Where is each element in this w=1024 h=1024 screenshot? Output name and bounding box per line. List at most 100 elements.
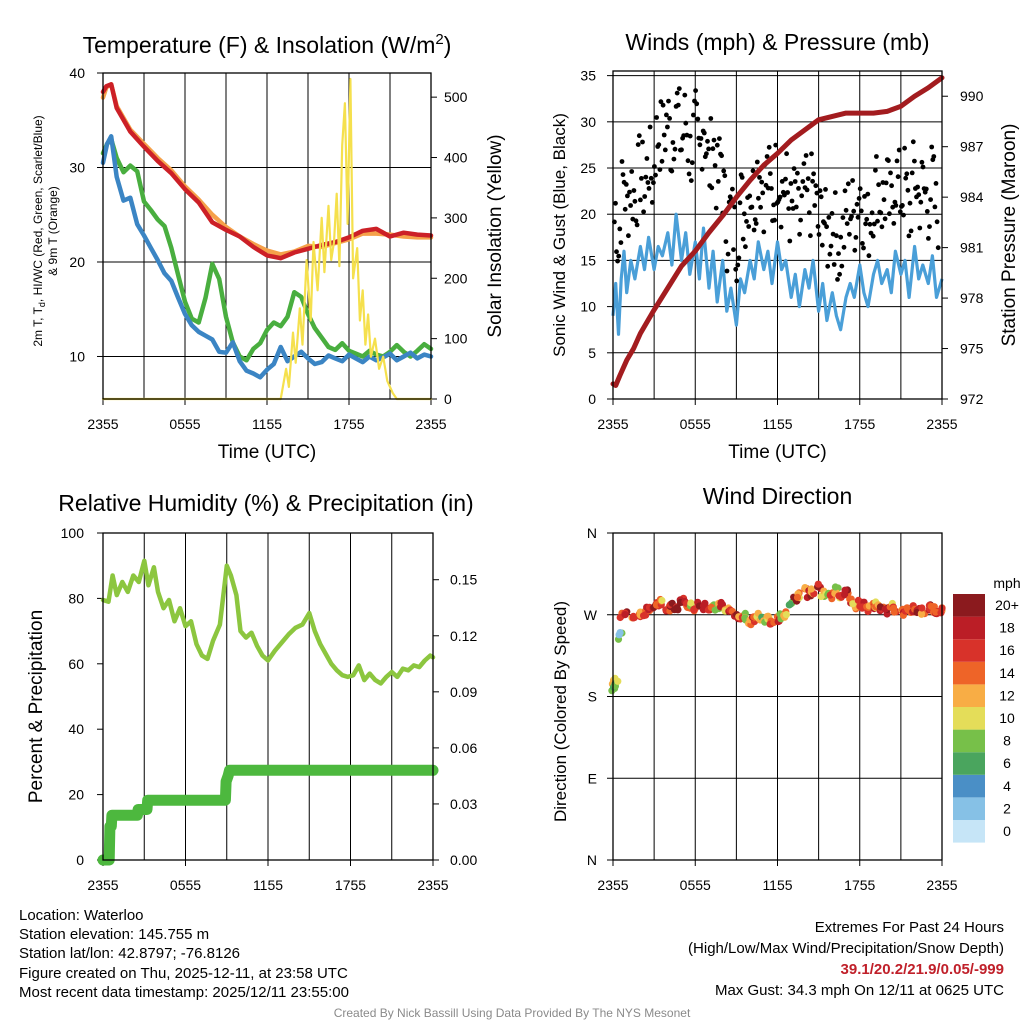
gust-point [756, 195, 761, 201]
gust-point [626, 233, 631, 239]
gust-point [902, 145, 907, 151]
x-axis-label: Time (UTC) [218, 442, 317, 463]
gust-point [842, 188, 848, 194]
gust-point [845, 181, 851, 187]
gust-point [676, 86, 682, 91]
gust-point [867, 221, 873, 227]
y2-tick-label: 984 [960, 189, 984, 205]
gust-point [743, 244, 748, 250]
gust-point [713, 205, 719, 211]
y-axis-label-group: Percent & Precipitation [26, 610, 47, 803]
colorbar-label: 0 [1003, 823, 1011, 839]
gust-point [733, 266, 739, 272]
extremes-box: Extremes For Past 24 Hours (High/Low/Max… [688, 917, 1004, 1001]
gust-point [869, 210, 875, 216]
gust-point [701, 130, 707, 136]
direction-point [793, 593, 802, 602]
y2-axis-label-group: Solar Insolation (Yellow) [485, 134, 506, 337]
x-tick-label: 1755 [333, 416, 364, 432]
gust-point [753, 221, 759, 226]
series-line-solar-insolation [101, 77, 433, 401]
temperature-panel: 2355 0555 1155 1755 235510203040010020030040… [31, 31, 506, 463]
y-axis-label-group: Direction (Colored By Speed) [551, 601, 570, 822]
gust-point [816, 232, 822, 237]
y-tick-label: 25 [580, 160, 596, 176]
gust-point [854, 201, 860, 207]
gust-point [900, 203, 905, 208]
colorbar-swatch [953, 820, 985, 843]
gust-point [747, 193, 753, 199]
gust-point [660, 102, 666, 108]
figure-created: Figure created on Thu, 2025-12-11, at 23… [19, 964, 348, 982]
gust-point [861, 245, 866, 251]
gust-point [840, 215, 846, 221]
gust-point [907, 200, 913, 206]
gust-point [917, 225, 923, 231]
gust-point [662, 147, 668, 153]
y-tick-label: 15 [580, 252, 596, 268]
gust-point [778, 224, 784, 230]
y-tick-label: W [584, 607, 598, 623]
gust-point [652, 164, 657, 169]
gust-point [855, 214, 861, 220]
gust-point [627, 189, 632, 195]
y2-tick-label: 0.09 [450, 684, 477, 700]
gust-point [923, 186, 929, 192]
gust-point [647, 124, 653, 130]
gust-point [823, 187, 828, 192]
x-tick-label: 1755 [844, 416, 875, 432]
gust-point [769, 186, 774, 191]
y2-tick-label: 100 [444, 331, 468, 347]
gust-point [695, 116, 701, 122]
direction-point [918, 604, 926, 612]
plot-border [102, 72, 432, 400]
y-tick-label: 30 [69, 159, 85, 175]
y2-tick-label: 990 [960, 88, 984, 104]
gust-point [932, 204, 938, 210]
gust-point [633, 218, 639, 224]
colorbar-swatch [953, 594, 985, 617]
y-tick-label: 0 [76, 852, 84, 868]
gust-point [632, 198, 638, 204]
gust-point [773, 142, 779, 148]
gust-point [852, 247, 858, 253]
y-tick-label: 100 [61, 525, 85, 541]
gust-point [817, 188, 823, 194]
gust-point [792, 179, 798, 184]
direction-point [854, 596, 863, 605]
direction-point [814, 580, 822, 588]
gust-point [789, 198, 795, 204]
y-tick-label: N [587, 852, 597, 868]
gust-point [693, 88, 698, 93]
direction-point [630, 614, 638, 622]
gust-point [732, 204, 737, 210]
gust-point [725, 251, 731, 257]
gust-point [674, 90, 680, 96]
y-axis-label-line1: 2m T, Td, HI/WC (Red, Green, Scarlet/Blu… [31, 115, 47, 346]
gust-point [891, 221, 897, 226]
gust-point [810, 178, 815, 184]
direction-point [614, 677, 622, 685]
gust-point [827, 251, 833, 257]
gust-point [711, 137, 717, 143]
x-tick-label: 1755 [335, 877, 366, 893]
gust-point [910, 139, 916, 145]
gust-point [829, 211, 835, 216]
gust-point [815, 224, 821, 229]
x-tick-label: 2355 [415, 416, 446, 432]
y2-tick-label: 0 [444, 391, 452, 407]
gust-point [687, 133, 693, 139]
gust-point [850, 178, 855, 183]
gust-point [839, 263, 845, 269]
gust-point [746, 224, 752, 229]
gust-point [811, 171, 816, 177]
speed-colorbar: mph 0 2 4 6 8 10 12 14 16 18 20+ [953, 575, 1021, 843]
y-tick-label: 80 [68, 590, 84, 606]
x-tick-label: 2355 [417, 877, 448, 893]
gust-point [640, 139, 645, 145]
x-tick-label: 2355 [597, 877, 628, 893]
plot-border [102, 532, 434, 861]
gust-point [749, 204, 755, 210]
gust-point [619, 159, 625, 164]
